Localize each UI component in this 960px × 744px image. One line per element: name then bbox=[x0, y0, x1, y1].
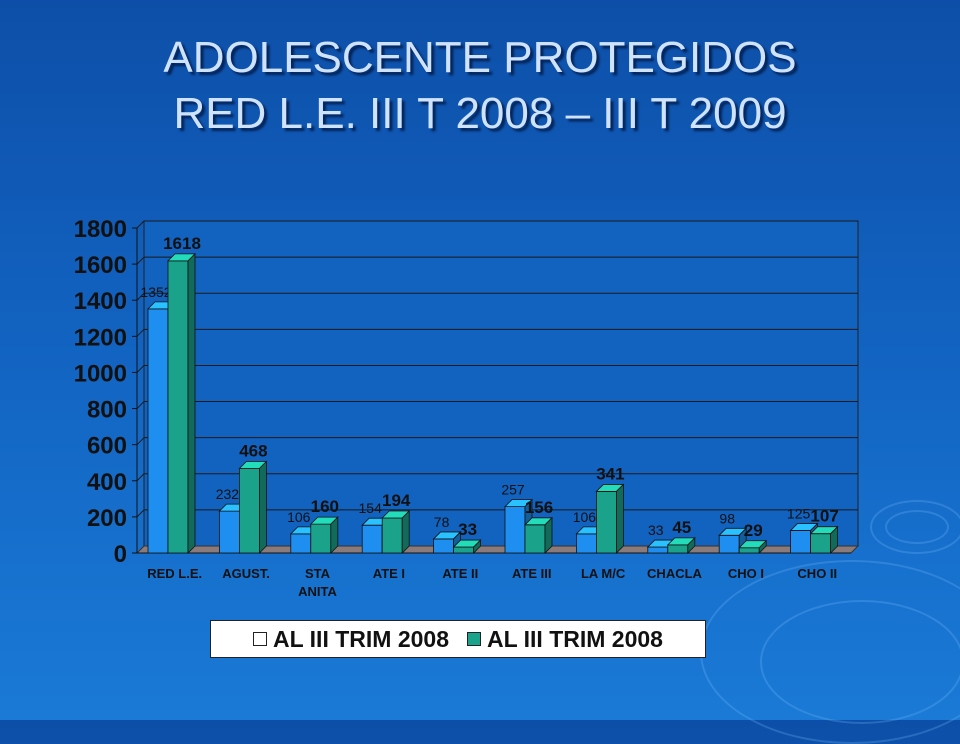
bar-series-2 bbox=[738, 547, 760, 554]
data-label-series-2: 29 bbox=[744, 521, 763, 540]
x-tick-label: ATE I bbox=[373, 566, 405, 581]
bar-side-series-2 bbox=[473, 539, 482, 554]
x-tick-label: RED L.E. bbox=[147, 566, 202, 581]
x-tick-label: ATE II bbox=[442, 566, 478, 581]
y-tick-label: 200 bbox=[87, 505, 127, 532]
y-tick-label: 1000 bbox=[74, 360, 127, 387]
gridline-side bbox=[136, 437, 145, 446]
slide-title: ADOLESCENTE PROTEGIDOS RED L.E. III T 20… bbox=[0, 30, 960, 142]
data-label-series-2: 160 bbox=[311, 497, 339, 516]
bar-side-series-2 bbox=[258, 460, 267, 554]
bar-series-2 bbox=[596, 491, 617, 554]
title-line-1: ADOLESCENTE PROTEGIDOS bbox=[163, 33, 797, 82]
data-label-series-1: 33 bbox=[648, 522, 664, 538]
data-label-series-1: 106 bbox=[573, 509, 597, 525]
data-label-series-2: 1618 bbox=[163, 234, 201, 253]
bar-side-series-2 bbox=[758, 539, 767, 554]
data-label-series-2: 45 bbox=[672, 518, 691, 537]
x-tick-label: AGUST. bbox=[222, 566, 270, 581]
x-tick-label: STA bbox=[305, 566, 331, 581]
data-label-series-1: 154 bbox=[359, 500, 383, 516]
data-label-series-2: 341 bbox=[596, 464, 624, 483]
x-tick-label: CHO I bbox=[728, 566, 764, 581]
bar-series-1 bbox=[290, 533, 312, 554]
bar-series-1 bbox=[576, 533, 597, 554]
x-tick-label: CHACLA bbox=[647, 566, 702, 581]
bar-series-2 bbox=[310, 523, 332, 554]
x-tick-label: LA M/C bbox=[581, 566, 626, 581]
bar-series-1 bbox=[218, 510, 240, 554]
legend-swatch-series-2 bbox=[467, 632, 481, 646]
bar-series-1 bbox=[433, 538, 455, 554]
data-label-series-2: 156 bbox=[525, 498, 553, 517]
y-tick-label: 1400 bbox=[74, 288, 127, 315]
gridline-side bbox=[136, 220, 145, 229]
bar-series-2 bbox=[667, 544, 689, 554]
gridline-side bbox=[136, 509, 145, 518]
data-label-series-1: 78 bbox=[434, 514, 450, 530]
y-tick-label: 800 bbox=[87, 397, 127, 424]
bar-side-series-2 bbox=[830, 525, 838, 554]
gridline-side bbox=[136, 401, 145, 409]
y-tick-label: 1200 bbox=[74, 324, 127, 351]
ripple-decoration bbox=[885, 510, 949, 544]
legend-item-series-1: AL III TRIM 2008 bbox=[253, 626, 449, 653]
gridline-side bbox=[136, 328, 145, 337]
y-tick-label: 1600 bbox=[74, 252, 127, 279]
gridline-side bbox=[136, 365, 145, 373]
data-label-series-2: 107 bbox=[810, 507, 838, 526]
data-label-series-2: 468 bbox=[239, 442, 267, 461]
x-tick-label: ANITA bbox=[298, 584, 337, 599]
bar-chart: 0 200 400 600 800 1000 1200 1400 1600 1800 1352 161… bbox=[74, 216, 860, 599]
gridline-side bbox=[136, 292, 145, 301]
y-tick-label: 1800 bbox=[74, 216, 127, 243]
bar-series-1 bbox=[361, 524, 383, 554]
bar-series-2 bbox=[381, 517, 403, 554]
bar-series-1 bbox=[147, 308, 169, 554]
data-label-series-2: 33 bbox=[458, 520, 477, 539]
bar-series-2 bbox=[524, 524, 546, 554]
y-tick-label: 0 bbox=[114, 541, 127, 568]
bar-series-2 bbox=[810, 533, 831, 554]
bar-side-series-2 bbox=[544, 516, 553, 554]
x-tick-label: CHO II bbox=[797, 566, 837, 581]
bar-side-series-2 bbox=[687, 536, 696, 554]
bar-series-1 bbox=[790, 530, 811, 554]
title-line-2: RED L.E. III T 2008 – III T 2009 bbox=[173, 89, 787, 138]
legend-label-series-2: AL III TRIM 2008 bbox=[487, 625, 663, 652]
bar-series-2 bbox=[453, 546, 475, 554]
bar-side-series-2 bbox=[187, 252, 196, 554]
data-label-series-1: 98 bbox=[719, 510, 735, 526]
data-label-series-1: 1352 bbox=[140, 284, 171, 300]
bar-series-1 bbox=[504, 506, 526, 554]
data-label-series-2: 194 bbox=[382, 491, 411, 510]
data-label-series-1: 125 bbox=[787, 505, 811, 521]
bar-series-2 bbox=[167, 260, 189, 554]
data-label-series-1: 106 bbox=[287, 509, 311, 525]
x-tick-label: ATE III bbox=[512, 566, 551, 581]
bar-side-series-2 bbox=[616, 483, 624, 554]
bar-series-1 bbox=[718, 534, 740, 554]
gridline-side bbox=[136, 473, 145, 482]
legend-swatch-series-1 bbox=[253, 632, 268, 646]
y-tick-label: 400 bbox=[87, 469, 127, 496]
bar-series-2 bbox=[238, 468, 260, 554]
data-label-series-1: 257 bbox=[501, 482, 525, 498]
legend-label-series-1: AL III TRIM 2008 bbox=[273, 625, 449, 652]
chart-legend: AL III TRIM 2008 AL III TRIM 2008 bbox=[210, 620, 706, 658]
legend-item-series-2: AL III TRIM 2008 bbox=[467, 626, 663, 653]
bar-side-series-2 bbox=[401, 510, 410, 554]
bar-side-series-2 bbox=[330, 516, 339, 554]
data-label-series-1: 232 bbox=[216, 486, 240, 502]
bar-series-1 bbox=[647, 546, 669, 554]
gridline-side bbox=[136, 256, 145, 265]
y-tick-label: 600 bbox=[87, 433, 127, 460]
ripple-decoration bbox=[870, 500, 960, 554]
